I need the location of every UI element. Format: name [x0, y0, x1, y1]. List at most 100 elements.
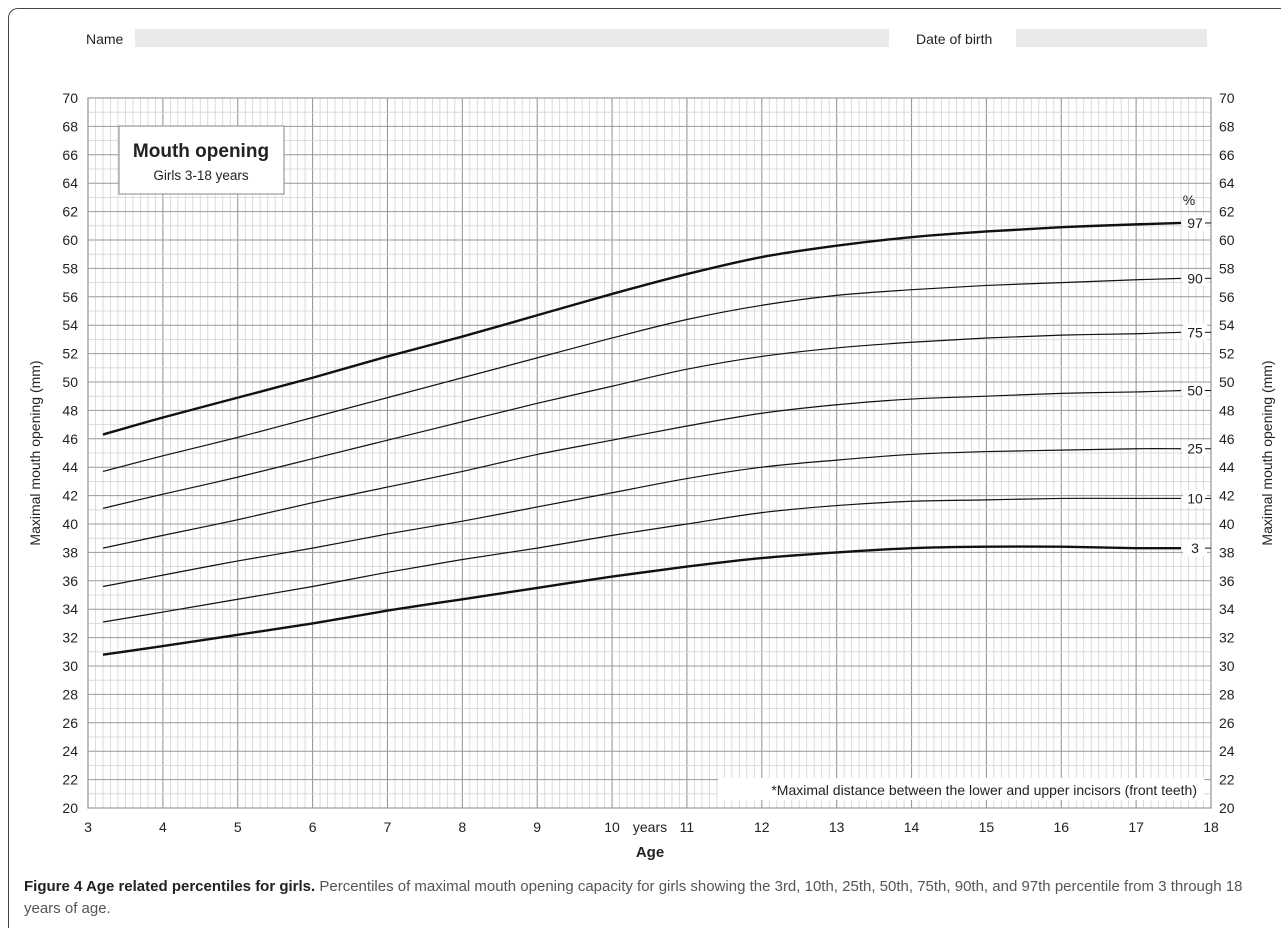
percentile-curve-97: [102, 221, 1182, 436]
y-tick-label-right: 60: [1219, 232, 1235, 248]
percentile-curve-25: [102, 448, 1182, 588]
y-tick-label-left: 60: [62, 232, 78, 248]
y-tick-label-right: 22: [1219, 772, 1235, 788]
y-tick-label-left: 56: [62, 289, 78, 305]
percentile-label-97: 97: [1187, 215, 1203, 231]
x-tick-label: 18: [1203, 819, 1219, 835]
percentile-label-bg: [1183, 324, 1208, 341]
y-tick-label-right: 32: [1219, 630, 1235, 646]
y-tick-label-right: 52: [1219, 346, 1235, 362]
chart-subtitle: Girls 3-18 years: [153, 168, 249, 183]
y-tick-label-right: 48: [1219, 402, 1235, 418]
chart-grid: [87, 97, 1212, 809]
y-tick-label-left: 38: [62, 544, 78, 560]
percentile-label-bg: [1183, 382, 1208, 399]
y-tick-label-left: 42: [62, 488, 78, 504]
x-tick-label: 9: [533, 819, 541, 835]
y-tick-label-right: 64: [1219, 175, 1235, 191]
date-of-birth-field[interactable]: [1016, 29, 1207, 47]
figure-frame: [8, 8, 1281, 928]
x-tick-label: 11: [680, 819, 695, 835]
percentile-label-bg: [1183, 270, 1208, 287]
y-tick-label-left: 36: [62, 573, 78, 589]
y-tick-label-right: 46: [1219, 431, 1235, 447]
y-tick-label-left: 50: [62, 374, 78, 390]
y-tick-label-right: 68: [1219, 118, 1235, 134]
chart-title: Mouth opening: [133, 141, 269, 162]
y-tick-label-right: 24: [1219, 743, 1235, 759]
y-tick-label-right: 62: [1219, 204, 1235, 220]
percent-symbol: %: [1183, 192, 1195, 208]
y-axis-left: 20 22 24 26 28 30 32 34 36 38 40 42 44 46 48 50 52 54 56 58…: [62, 90, 78, 816]
x-tick-label: 17: [1128, 819, 1144, 835]
y-tick-label-left: 44: [62, 459, 78, 475]
percentile-label-bg: [1183, 440, 1208, 457]
y-tick-label-right: 40: [1219, 516, 1235, 532]
percentile-curves: [102, 221, 1182, 656]
y-tick-label-left: 62: [62, 204, 78, 220]
y-tick-label-left: 34: [62, 601, 78, 617]
name-field[interactable]: [135, 29, 889, 47]
y-tick-label-left: 48: [62, 402, 78, 418]
x-tick-label: 15: [979, 819, 995, 835]
y-tick-label-right: 28: [1219, 686, 1235, 702]
title-box: [118, 125, 285, 195]
x-tick-label: 14: [904, 819, 920, 835]
percentile-label-bg: [1183, 490, 1208, 507]
y-tick-label-right: 34: [1219, 601, 1235, 617]
y-tick-label-right: 20: [1219, 800, 1235, 816]
y-tick-label-left: 46: [62, 431, 78, 447]
footnote: *Maximal distance between the lower and …: [771, 782, 1197, 798]
y-tick-label-right: 42: [1219, 488, 1235, 504]
y-tick-label-right: 58: [1219, 260, 1235, 276]
y-tick-label-left: 28: [62, 686, 78, 702]
date-of-birth-label: Date of birth: [916, 31, 993, 47]
percentile-curve-50: [102, 389, 1182, 549]
percentile-curve-3: [102, 545, 1182, 656]
percentile-curve-90: [102, 277, 1182, 473]
x-unit-label: years: [633, 819, 667, 835]
x-axis-title: Age: [636, 844, 664, 861]
percentile-label-3: 3: [1191, 540, 1199, 556]
mouth-opening-chart: 2022242628303234363840424446485052545658…: [27, 90, 1275, 861]
y-tick-label-left: 22: [62, 772, 78, 788]
y-tick-label-left: 58: [62, 260, 78, 276]
x-tick-label: 7: [384, 819, 392, 835]
y-axis-title-left: Maximal mouth opening (mm): [27, 360, 43, 545]
percentile-label-bg: [1183, 214, 1208, 231]
percentile-labels: 97 90 75 50 25 10 3: [1183, 214, 1212, 557]
y-tick-label-right: 66: [1219, 147, 1235, 163]
percentile-curve-10: [102, 497, 1182, 623]
y-tick-label-left: 32: [62, 630, 78, 646]
percentile-label-25: 25: [1187, 441, 1203, 457]
y-tick-label-right: 70: [1219, 90, 1235, 106]
y-tick-label-right: 26: [1219, 715, 1235, 731]
x-tick-label: 10: [604, 819, 620, 835]
footnote-bg: [718, 778, 1204, 800]
x-tick-label: 13: [829, 819, 845, 835]
plot-border: [87, 97, 1212, 809]
percentile-label-90: 90: [1187, 270, 1203, 286]
y-tick-label-left: 54: [62, 317, 78, 333]
y-tick-label-left: 52: [62, 346, 78, 362]
y-axis-right: 20 22 24 26 28 30 32 34 36 38 40 42 44 46 48 50 52 54 56 58…: [1219, 90, 1235, 816]
percentile-curve-75: [102, 331, 1182, 509]
name-label: Name: [86, 31, 124, 47]
y-tick-label-left: 66: [62, 147, 78, 163]
y-tick-label-right: 38: [1219, 544, 1235, 560]
x-tick-label: 4: [159, 819, 167, 835]
x-tick-label: 16: [1053, 819, 1069, 835]
y-axis-title-right: Maximal mouth opening (mm): [1259, 360, 1275, 545]
caption-title: Figure 4 Age related percentiles for gir…: [24, 878, 316, 895]
x-tick-label: 5: [234, 819, 242, 835]
percentile-label-50: 50: [1187, 383, 1203, 399]
x-tick-label: 3: [84, 819, 92, 835]
x-axis: 3 4 5 6 7 8 9 10 11 12 13 14 15 16 17 18: [84, 819, 1219, 835]
y-tick-label-right: 36: [1219, 573, 1235, 589]
x-tick-label: 6: [309, 819, 317, 835]
percentile-label-75: 75: [1187, 324, 1203, 340]
figure-caption: Figure 4 Age related percentiles for gir…: [24, 876, 1264, 920]
y-tick-label-right: 56: [1219, 289, 1235, 305]
y-tick-label-left: 26: [62, 715, 78, 731]
y-tick-label-left: 70: [62, 90, 78, 106]
